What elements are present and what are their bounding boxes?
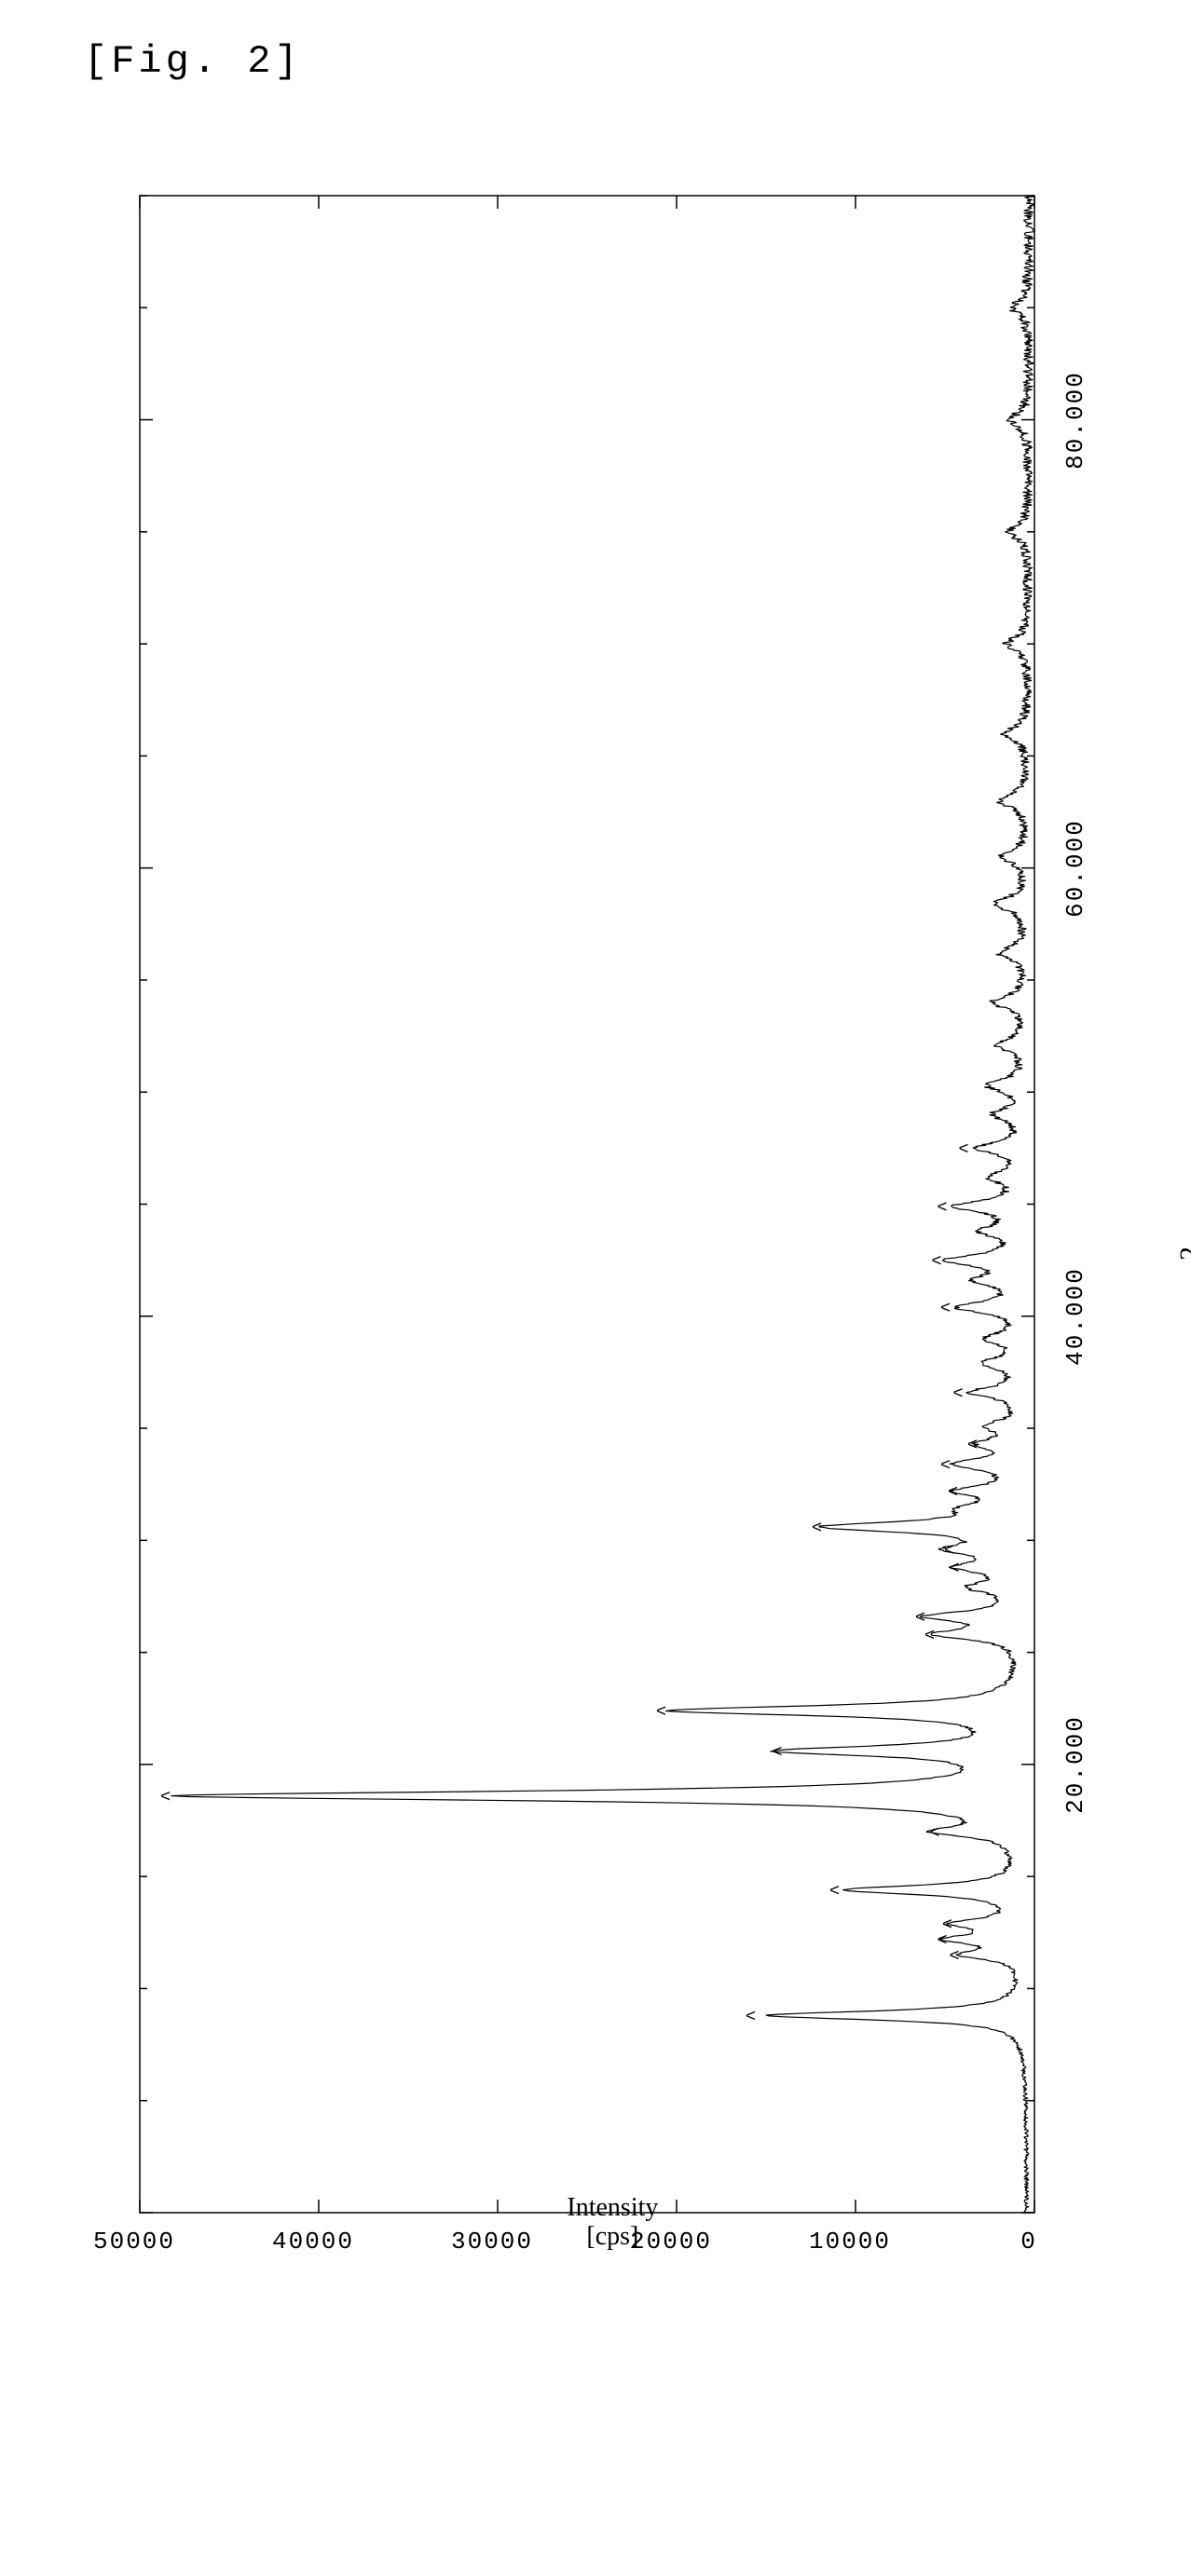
- svg-text:^: ^: [942, 1544, 964, 1555]
- y-axis-label: Intensity [cps]: [567, 2194, 658, 2252]
- y-axis-label-line1: Intensity: [567, 2193, 658, 2222]
- y-tick-label: 10000: [809, 2228, 891, 2256]
- svg-text:^: ^: [744, 2010, 765, 2021]
- y-tick-label: 30000: [451, 2228, 533, 2256]
- svg-text:^: ^: [914, 1611, 936, 1622]
- x-tick-label: 40.000: [1061, 1267, 1089, 1366]
- svg-text:^: ^: [965, 1438, 987, 1450]
- svg-text:^: ^: [654, 1705, 676, 1716]
- x-tick-label: 80.000: [1061, 371, 1089, 470]
- xrd-chart: ^^^^^^^^^^^^^^^^^^^^^^ 01000020000300004…: [121, 168, 1100, 2310]
- x-axis-label: 2 θ [ ° ]: [1174, 1243, 1191, 1261]
- svg-text:^: ^: [957, 1142, 979, 1153]
- svg-text:^: ^: [828, 1885, 850, 1896]
- svg-text:^: ^: [810, 1521, 831, 1533]
- svg-text:^: ^: [158, 1791, 180, 1802]
- svg-text:^: ^: [771, 1745, 792, 1756]
- svg-text:^: ^: [941, 1918, 963, 1929]
- x-tick-label: 60.000: [1061, 819, 1089, 918]
- y-tick-label: 50000: [93, 2228, 175, 2256]
- svg-text:^: ^: [951, 1387, 973, 1398]
- page: [Fig. 2] ^ ^ ^ ^ ^ ^ ^ ^ ^ ^ ^ ^ ^ ^ ^ ^ ^ ^ ^ ^ ^ ^ 0 10000 20…: [0, 0, 1191, 2576]
- y-axis-label-line2: [cps]: [586, 2222, 638, 2251]
- svg-text:^: ^: [948, 1561, 969, 1573]
- svg-text:^: ^: [928, 1826, 950, 1837]
- svg-text:^: ^: [939, 1302, 961, 1313]
- svg-text:^: ^: [923, 1629, 944, 1640]
- y-tick-label: 0: [1020, 2228, 1037, 2256]
- svg-text:^: ^: [936, 1201, 957, 1212]
- svg-text:^: ^: [936, 1934, 957, 1945]
- x-tick-label: 20.000: [1061, 1715, 1089, 1814]
- figure-label: [Fig. 2]: [84, 39, 302, 84]
- svg-text:^: ^: [930, 1255, 951, 1266]
- svg-text:^: ^: [946, 1485, 967, 1496]
- svg-text:^: ^: [948, 1949, 969, 1960]
- svg-text:^: ^: [939, 1459, 961, 1470]
- plot-svg: ^ ^ ^ ^ ^ ^ ^ ^ ^ ^ ^ ^ ^ ^ ^ ^ ^ ^ ^ ^ ^ ^: [121, 168, 1100, 2310]
- y-tick-label: 40000: [272, 2228, 354, 2256]
